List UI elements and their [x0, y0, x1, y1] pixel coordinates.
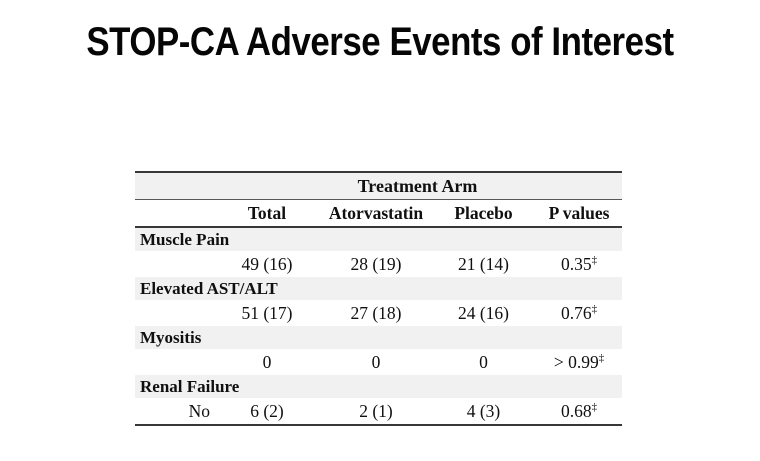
p-value-text: 0.76 — [560, 302, 592, 323]
spanner-header-treatment-arm: Treatment Arm — [213, 172, 623, 200]
cell-placebo: 21 (14) — [431, 251, 536, 277]
row-sublabel: No — [135, 398, 213, 425]
section-label: Myositis — [135, 326, 623, 349]
adverse-events-table: Treatment Arm Total Atorvastatin Placebo… — [135, 171, 623, 426]
section-row-elevated-ast-alt: Elevated AST/ALT — [135, 277, 623, 300]
section-label: Renal Failure — [135, 375, 623, 398]
column-header-placebo: Placebo — [431, 199, 536, 228]
data-row-muscle-pain: 49 (16) 28 (19) 21 (14) 0.35‡ — [135, 251, 623, 277]
data-row-elevated-ast-alt: 51 (17) 27 (18) 24 (16) 0.76‡ — [135, 300, 623, 326]
cell-placebo: 24 (16) — [431, 300, 536, 326]
cell-p-value: 0.68‡ — [536, 398, 623, 425]
cell-atorvastatin: 27 (18) — [321, 300, 431, 326]
column-header-rowlabel — [135, 199, 213, 228]
cell-total: 0 — [213, 349, 321, 375]
section-row-renal-failure: Renal Failure — [135, 375, 623, 398]
row-sublabel — [135, 349, 213, 375]
data-row-myositis: 0 0 0 > 0.99‡ — [135, 349, 623, 375]
cell-total: 6 (2) — [213, 398, 321, 425]
double-dagger-footnote-mark: ‡ — [591, 400, 598, 413]
corner-cell — [135, 172, 213, 200]
column-header-total: Total — [213, 199, 321, 228]
section-row-myositis: Myositis — [135, 326, 623, 349]
double-dagger-footnote-mark: ‡ — [591, 302, 598, 315]
row-sublabel — [135, 300, 213, 326]
section-label: Elevated AST/ALT — [135, 277, 623, 300]
p-value-text: 0.68 — [560, 400, 592, 421]
cell-placebo: 4 (3) — [431, 398, 536, 425]
cell-atorvastatin: 0 — [321, 349, 431, 375]
spanner-row: Treatment Arm — [135, 172, 623, 200]
cell-total: 49 (16) — [213, 251, 321, 277]
cell-p-value: > 0.99‡ — [536, 349, 623, 375]
row-sublabel — [135, 251, 213, 277]
cell-p-value: 0.76‡ — [536, 300, 623, 326]
column-header-atorvastatin: Atorvastatin — [321, 199, 431, 228]
cell-total: 51 (17) — [213, 300, 321, 326]
double-dagger-footnote-mark: ‡ — [591, 253, 598, 266]
p-value-text: 0.35 — [560, 253, 592, 274]
cell-atorvastatin: 2 (1) — [321, 398, 431, 425]
cell-placebo: 0 — [431, 349, 536, 375]
column-header-row: Total Atorvastatin Placebo P values — [135, 199, 623, 228]
column-header-p-values: P values — [536, 199, 623, 228]
p-value-text: > 0.99 — [553, 351, 599, 372]
section-label: Muscle Pain — [135, 227, 623, 251]
cell-atorvastatin: 28 (19) — [321, 251, 431, 277]
cell-p-value: 0.35‡ — [536, 251, 623, 277]
data-row-renal-failure: No 6 (2) 2 (1) 4 (3) 0.68‡ — [135, 398, 623, 425]
section-row-muscle-pain: Muscle Pain — [135, 227, 623, 251]
slide-title: STOP-CA Adverse Events of Interest — [86, 20, 674, 64]
double-dagger-footnote-mark: ‡ — [598, 351, 605, 364]
